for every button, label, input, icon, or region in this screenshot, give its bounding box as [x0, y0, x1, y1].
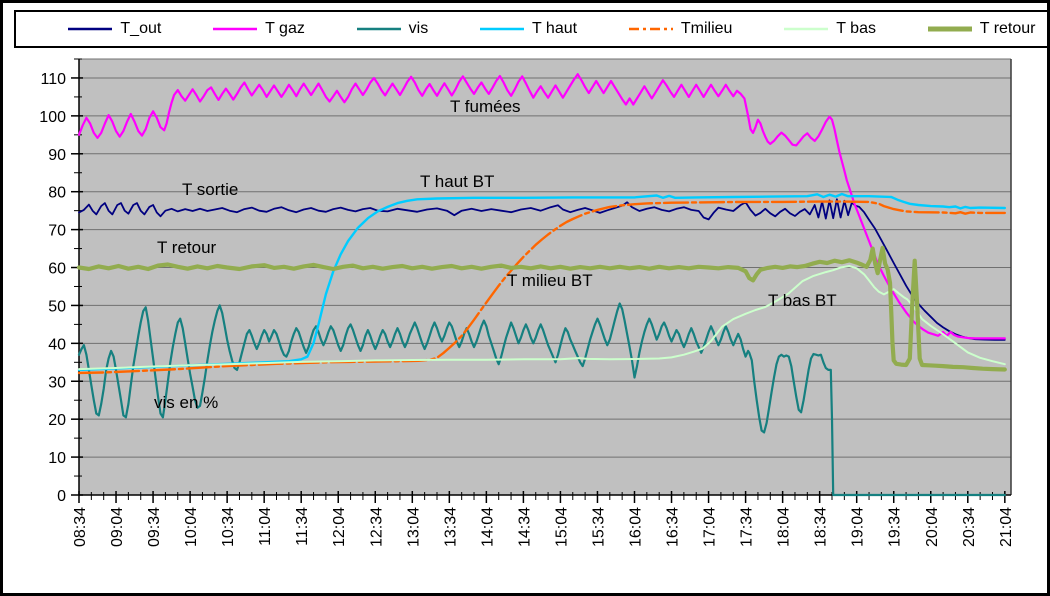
legend-label: T bas	[836, 20, 876, 37]
annotation-vis-en-: vis en %	[154, 393, 218, 412]
y-axis-label: 10	[48, 450, 66, 467]
y-axis-label: 30	[48, 374, 66, 391]
x-axis-label: 19:34	[887, 507, 904, 547]
series-t-out	[78, 198, 1006, 341]
legend-item-vis: vis	[356, 20, 429, 38]
y-axis-label: 20	[48, 412, 66, 429]
annotation-t-sortie: T sortie	[182, 180, 238, 199]
legend-label: Tmilieu	[680, 20, 733, 37]
x-axis-label: 09:34	[146, 507, 163, 547]
y-axis-label: 80	[48, 185, 66, 202]
series-t-bas	[78, 265, 1006, 371]
series-t-gaz	[77, 73, 1006, 340]
x-axis-label: 12:34	[368, 507, 385, 547]
x-axis-label: 13:04	[405, 507, 422, 547]
x-axis-label: 08:34	[72, 507, 89, 547]
x-axis-label: 09:04	[109, 507, 126, 547]
legend-line-sample	[213, 27, 258, 31]
x-axis-label: 12:04	[331, 507, 348, 547]
legend-line-sample	[68, 27, 113, 31]
legend-item-t-haut: T haut	[479, 20, 577, 38]
plot-area	[79, 59, 1011, 495]
legend-item-t-retour: T retour	[927, 20, 1036, 38]
annotation-t-retour: T retour	[157, 238, 217, 257]
legend-line-sample	[628, 27, 673, 31]
y-axis-label: 70	[48, 223, 66, 240]
x-axis-label: 21:04	[998, 507, 1015, 547]
y-axis-label: 60	[48, 261, 66, 278]
x-axis-label: 11:34	[294, 507, 311, 546]
x-axis-label: 11:04	[257, 507, 274, 546]
x-axis-label: 10:04	[183, 507, 200, 547]
x-axis-label: 20:34	[961, 507, 978, 547]
y-axis-label: 100	[39, 109, 66, 126]
legend-label: T_out	[120, 20, 162, 37]
chart-legend: T_out T gaz vis T haut Tmilieu T bas T retour	[14, 10, 1047, 48]
x-axis-label: 18:04	[776, 507, 793, 547]
annotation-t-milieu-bt: T milieu BT	[507, 271, 593, 290]
series-t-haut	[77, 192, 1006, 372]
x-axis-label: 14:04	[479, 507, 496, 547]
legend-line-sample	[927, 26, 972, 32]
legend-label: vis	[408, 20, 429, 37]
x-axis-label: 10:34	[220, 507, 237, 547]
legend-line-sample	[784, 27, 829, 31]
x-axis-label: 16:34	[665, 507, 682, 547]
legend-item-t-out: T_out	[67, 20, 161, 38]
legend-label: T retour	[979, 20, 1036, 37]
x-axis-label: 20:04	[924, 507, 941, 547]
y-axis-label: 50	[48, 298, 66, 315]
annotation-t-bas-bt: T bas BT	[768, 291, 837, 310]
x-axis-label: 18:34	[813, 507, 830, 547]
y-axis-label: 40	[48, 336, 66, 353]
x-axis-label: 14:34	[516, 507, 533, 547]
y-axis-label: 90	[48, 147, 66, 164]
legend-label: T haut	[532, 20, 578, 37]
x-axis-label: 15:04	[553, 507, 570, 547]
annotation-t-haut-bt: T haut BT	[420, 172, 494, 191]
x-axis-label: 15:34	[590, 507, 607, 547]
legend-item-t-bas: T bas	[783, 20, 876, 38]
legend-line-sample	[480, 27, 524, 31]
y-axis-label: 110	[40, 71, 66, 88]
series-t-retour	[76, 245, 1007, 372]
x-axis-label: 16:04	[627, 507, 644, 547]
x-axis-label: 17:04	[702, 507, 719, 547]
series-tmilieu	[77, 200, 1006, 375]
y-axis-label: 0	[57, 488, 66, 505]
x-axis-label: 17:34	[739, 507, 756, 547]
legend-item-tmilieu: Tmilieu	[628, 20, 733, 38]
legend-line-sample	[356, 27, 401, 31]
x-axis-label: 19:04	[850, 507, 867, 547]
x-axis-label: 13:34	[442, 507, 459, 547]
chart-svg: 0 10 20 30 40 50 60 70 80 90 100 110 08:34 09:04 09:34…	[39, 58, 1015, 547]
annotation-t-fum-es: T fumées	[450, 97, 521, 116]
legend-item-t-gaz: T gaz	[212, 20, 305, 38]
legend-label: T gaz	[265, 20, 305, 37]
